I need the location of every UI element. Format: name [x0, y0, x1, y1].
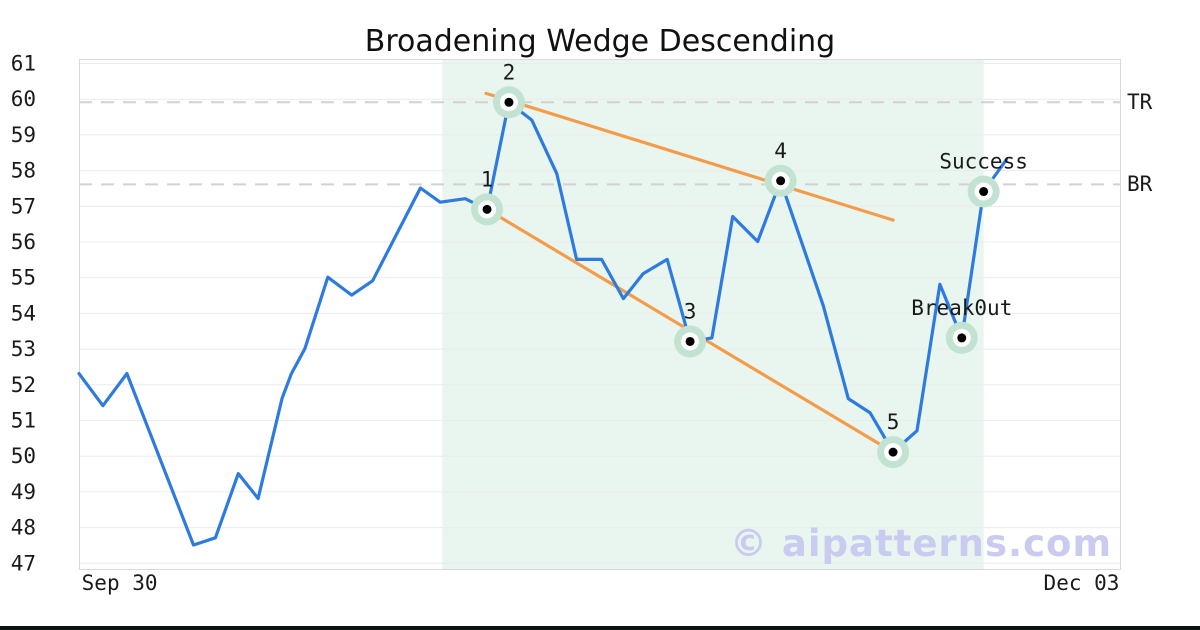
y-tick-label: 50 — [11, 444, 36, 468]
y-tick-label: 60 — [11, 87, 36, 111]
pattern-point-label: 5 — [887, 410, 900, 434]
y-tick-label: 56 — [11, 230, 36, 254]
pattern-point-dot[interactable] — [504, 97, 514, 107]
y-tick-label: 55 — [11, 266, 36, 290]
y-tick-label: 58 — [11, 159, 36, 183]
watermark: © aipatterns.com — [729, 522, 1112, 565]
y-tick-label: 54 — [11, 301, 36, 325]
y-tick-label: 59 — [11, 123, 36, 147]
pattern-point-label: 1 — [481, 167, 494, 191]
footer-bar — [0, 626, 1200, 630]
pattern-point-dot[interactable] — [957, 333, 967, 343]
y-tick-label: 47 — [11, 551, 36, 575]
pattern-point-dot[interactable] — [776, 176, 786, 186]
plot-border — [79, 59, 1121, 570]
y-tick-label: 52 — [11, 373, 36, 397]
br-level-label: BR — [1127, 172, 1153, 197]
y-tick-label: 53 — [11, 337, 36, 361]
pattern-point-label: Success — [939, 150, 1028, 174]
pattern-shade-region — [442, 59, 984, 569]
y-tick-label: 61 — [11, 52, 36, 76]
y-tick-label: 57 — [11, 194, 36, 218]
upper-trendline — [484, 91, 895, 222]
x-tick-label: Sep 30 — [82, 571, 158, 595]
y-tick-label: 51 — [11, 409, 36, 433]
pattern-point-dot[interactable] — [482, 204, 492, 214]
y-tick-label: 48 — [11, 516, 36, 540]
page-title: Broadening Wedge Descending — [364, 24, 836, 59]
pattern-point-dot[interactable] — [979, 187, 989, 197]
pattern-point-label: 2 — [503, 60, 516, 84]
tr-level-label: TR — [1127, 90, 1153, 115]
pattern-point-dot[interactable] — [685, 336, 695, 346]
pattern-point-label: 3 — [684, 299, 697, 323]
price-line — [77, 100, 1009, 547]
y-tick-label: 49 — [11, 480, 36, 504]
x-tick-label: Dec 03 — [1044, 571, 1120, 595]
pattern-point-label: 4 — [774, 139, 787, 163]
pattern-point-dot[interactable] — [888, 447, 898, 457]
pattern-point-label: Break0ut — [911, 296, 1012, 320]
